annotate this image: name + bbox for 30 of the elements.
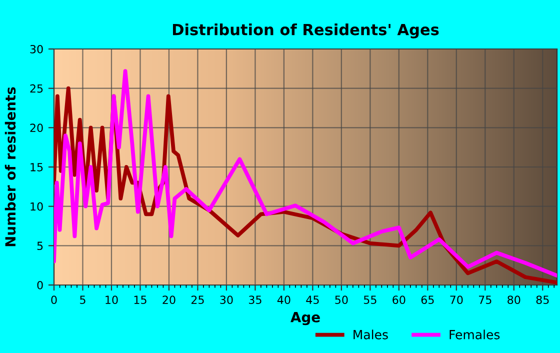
x-tick-label: 65: [421, 296, 434, 304]
x-tick-label: 45: [306, 296, 319, 304]
x-tick-label: 30: [220, 296, 233, 304]
y-tick-label: 10: [30, 202, 43, 211]
x-axis-title: Age: [290, 312, 320, 326]
x-tick-label: 55: [364, 296, 376, 304]
y-tick-label: 20: [30, 124, 43, 132]
y-tick-label: 0: [37, 280, 43, 290]
x-tick-label: 35: [248, 296, 262, 304]
chart-title: Distribution of Residents' Ages: [172, 24, 439, 38]
x-tick-label: 25: [191, 296, 204, 304]
x-tick-label: 0: [51, 296, 57, 304]
x-tick-label: 85: [536, 296, 549, 304]
legend-label: Males: [354, 330, 388, 340]
x-tick-label: 50: [335, 296, 348, 304]
x-tick-label: 40: [277, 296, 290, 304]
y-tick-label: 15: [30, 163, 43, 172]
x-tick-label: 5: [80, 296, 86, 304]
x-tick-label: 80: [508, 296, 520, 304]
y-axis-title: Number of residents: [4, 87, 16, 246]
x-tick-label: 10: [106, 296, 118, 304]
legend-label: Females: [450, 330, 500, 340]
x-tick-label: 20: [162, 296, 176, 304]
y-tick-label: 25: [30, 84, 43, 93]
x-tick-label: 15: [134, 296, 146, 304]
y-tick-label: 5: [37, 242, 43, 250]
x-tick-label: 70: [450, 296, 463, 304]
y-tick-label: 30: [30, 44, 43, 54]
x-tick-label: 60: [392, 296, 406, 304]
x-tick-label: 75: [478, 296, 492, 304]
